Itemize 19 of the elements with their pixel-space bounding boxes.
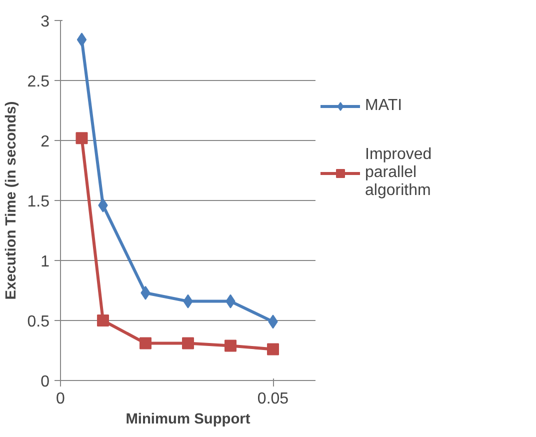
- point: [224, 340, 236, 352]
- y-tick-label: 2: [40, 134, 50, 150]
- point: [267, 343, 279, 356]
- y-tick-label: 0: [40, 374, 50, 390]
- y-tick-label: 0.5: [27, 314, 50, 330]
- y-tick-label: 3: [40, 14, 50, 30]
- legend-label: MATI: [365, 97, 404, 115]
- point: [76, 132, 88, 144]
- point: [182, 337, 194, 350]
- y-tick-label: 2.5: [27, 74, 50, 90]
- y-axis-title: Execution Time (in seconds): [3, 101, 20, 300]
- y-tick-label: 1.5: [27, 194, 50, 210]
- y-tick-label: 1: [40, 254, 50, 270]
- point: [76, 32, 87, 47]
- x-axis-title: Minimum Support: [126, 412, 250, 428]
- x-tick-label: 0.05: [257, 390, 289, 408]
- point: [140, 337, 152, 350]
- legend-label: Improved parallel algorithm: [365, 146, 433, 200]
- point: [97, 314, 109, 326]
